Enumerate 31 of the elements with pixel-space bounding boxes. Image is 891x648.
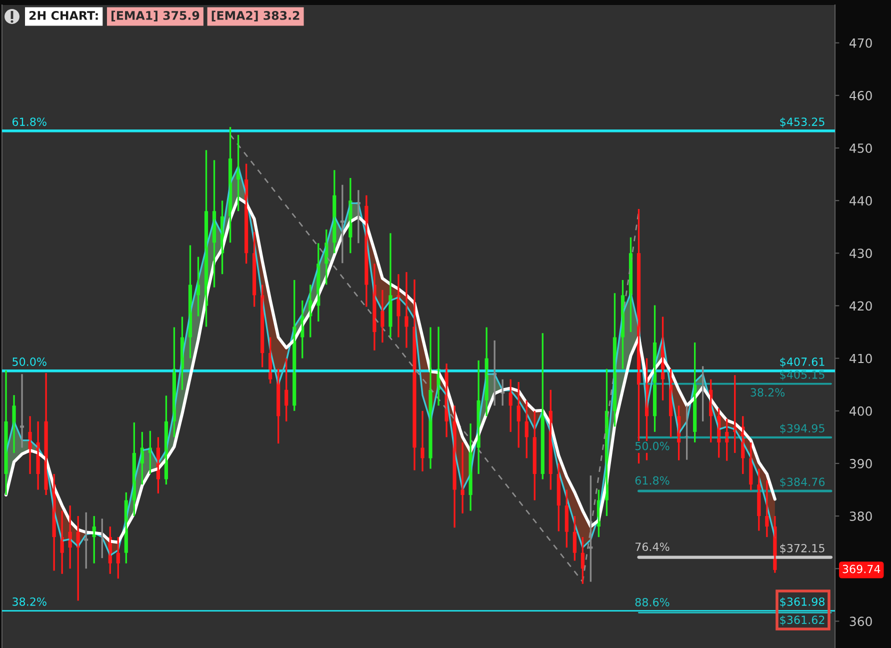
ref-line-label: $407.61 — [780, 357, 824, 368]
y-tick-label: 440 — [850, 196, 872, 206]
annotation: [EMA1] 375.9 — [112, 10, 200, 22]
y-tick-label: 380 — [850, 512, 872, 521]
ref-line-label: $361.98 — [780, 597, 825, 608]
series-label: 76.4% — [636, 542, 670, 551]
text: 369.74 — [842, 564, 880, 574]
annotation: 38.2% — [12, 597, 46, 606]
data-label: $372.15 — [780, 544, 824, 554]
annotation: 50.0% — [12, 358, 46, 366]
y-tick-label: 430 — [850, 248, 872, 258]
data-label: $405.15 — [780, 370, 824, 380]
series-label: 61.8% — [635, 476, 670, 485]
y-tick-label: 460 — [850, 90, 872, 100]
y-tick-label: 400 — [850, 406, 872, 416]
data-label: $394.95 — [780, 424, 824, 434]
ref-line-label: $453.25 — [780, 117, 824, 128]
series-label: 50.0% — [635, 442, 670, 450]
data-label: $384.76 — [780, 477, 825, 488]
series-label: 88.6% — [635, 598, 670, 606]
series-label: 38.2% — [750, 388, 785, 397]
y-tick-label: 470 — [850, 38, 872, 48]
y-tick-label: 360 — [850, 616, 872, 626]
data-label: $361.62 — [780, 615, 824, 626]
y-tick-label: 420 — [850, 301, 872, 311]
y-tick-label: 450 — [850, 143, 872, 153]
y-tick-label: 390 — [850, 458, 872, 468]
chart-title: 2H CHART: — [29, 10, 98, 20]
annotation: [EMA2] 383.2 — [212, 10, 300, 22]
y-tick-label: 410 — [850, 354, 872, 364]
annotation: 61.8% — [12, 118, 46, 126]
